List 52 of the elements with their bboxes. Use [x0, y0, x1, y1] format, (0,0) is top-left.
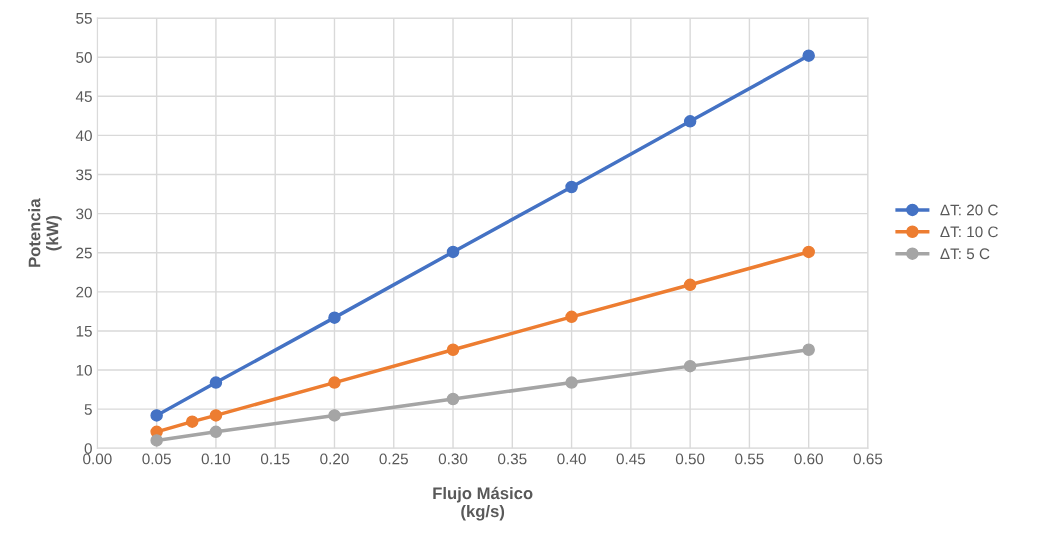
- legend-label: ΔT: 5 C: [940, 248, 990, 260]
- y-tick-label: 35: [76, 169, 92, 181]
- y-tick-label: 40: [75, 130, 92, 142]
- point: [150, 434, 163, 447]
- point: [446, 245, 460, 259]
- point: [328, 409, 341, 422]
- point: [565, 310, 578, 324]
- y-tick-label: 45: [75, 91, 92, 102]
- point: [150, 409, 163, 422]
- point: [209, 409, 223, 422]
- point: [802, 245, 815, 259]
- legend-label: ΔT: 20 C: [940, 204, 998, 216]
- x-tick-label: 0.55: [735, 453, 764, 465]
- y-tick-label: 55: [76, 13, 92, 24]
- point: [209, 425, 223, 439]
- point: [446, 343, 460, 356]
- x-tick-label: 0.10: [201, 453, 231, 465]
- point: [185, 415, 199, 428]
- legend-label: ΔT: 10 C: [940, 226, 998, 238]
- point: [209, 376, 223, 389]
- y-tick-label: 50: [76, 52, 92, 63]
- x-tick-label: 0.05: [142, 453, 171, 465]
- x-axis-title: Flujo Másico (kg/s): [433, 486, 533, 521]
- x-tick-label: 0.35: [498, 453, 527, 465]
- point: [565, 376, 578, 389]
- x-tick-label: 0.30: [438, 453, 468, 465]
- x-tick-label: 0.25: [379, 453, 408, 465]
- y-tick-label: 10: [76, 364, 92, 376]
- x-tick-label: 0.65: [853, 453, 883, 465]
- x-tick-label: 0.45: [616, 453, 646, 465]
- point: [446, 392, 460, 406]
- point: [683, 115, 697, 128]
- y-tick-label: 30: [76, 208, 92, 220]
- x-tick-label: 0.00: [83, 453, 112, 465]
- y-tick-label: 15: [76, 325, 92, 337]
- point: [683, 278, 697, 292]
- point: [328, 376, 341, 389]
- y-tick-label: 0: [84, 443, 92, 454]
- point: [683, 359, 697, 373]
- y-axis-title: Potencia (kW): [28, 198, 62, 267]
- y-tick-label: 5: [84, 404, 92, 415]
- x-tick-label: 0.20: [320, 453, 349, 465]
- y-tick-label: 25: [76, 247, 92, 259]
- x-tick-label: 0.15: [260, 453, 290, 465]
- x-tick-label: 0.40: [557, 453, 586, 465]
- point: [565, 180, 578, 194]
- y-tick-label: 20: [76, 286, 92, 298]
- point: [802, 343, 815, 356]
- x-tick-label: 0.60: [794, 453, 823, 465]
- point: [802, 49, 815, 62]
- point: [328, 311, 341, 324]
- x-tick-label: 0.50: [675, 453, 705, 465]
